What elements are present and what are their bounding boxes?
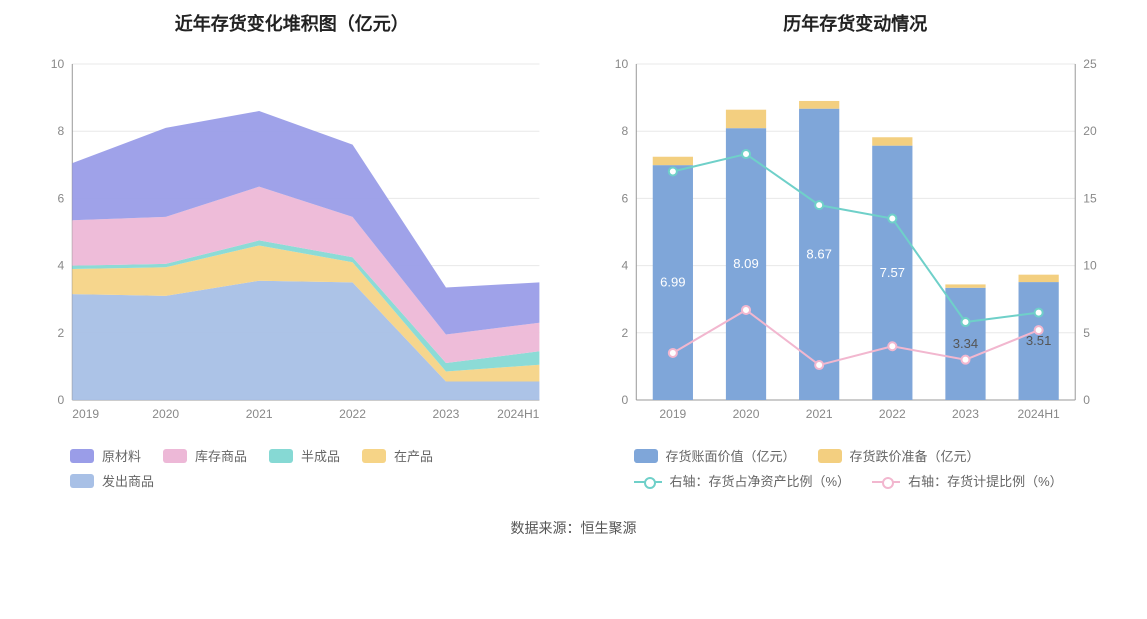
svg-text:8.09: 8.09 (733, 256, 758, 271)
legend-swatch (163, 449, 187, 463)
legend-label: 在产品 (394, 446, 433, 465)
legend-label: 库存商品 (195, 446, 247, 465)
legend-item: 半成品 (269, 446, 340, 465)
legend-label: 发出商品 (102, 471, 154, 490)
svg-text:2020: 2020 (732, 407, 759, 421)
legend-item: 存货账面价值（亿元） (634, 446, 796, 465)
legend-swatch (818, 449, 842, 463)
legend-item: 右轴：存货计提比例（%） (872, 471, 1063, 490)
svg-text:2020: 2020 (152, 407, 179, 421)
svg-text:2: 2 (621, 326, 628, 340)
legend-swatch (634, 449, 658, 463)
svg-text:3.51: 3.51 (1025, 333, 1050, 348)
svg-text:2024H1: 2024H1 (497, 407, 540, 421)
legend-item: 发出商品 (70, 471, 154, 490)
svg-text:8: 8 (621, 124, 628, 138)
right-legend: 存货账面价值（亿元） 存货跌价准备（亿元） 右轴：存货占净资产比例（%） 右轴：存货计… (594, 430, 1118, 490)
right-panel: 历年存货变动情况 0 2 4 6 8 10 0 5 10 15 20 25 6.99 8.09 8.67 7.… (594, 10, 1118, 490)
legend-item: 在产品 (362, 446, 433, 465)
svg-text:2023: 2023 (433, 407, 460, 421)
left-chart: 0 2 4 6 8 10 2019 2020 2021 2022 2023 2024H1 (30, 50, 554, 430)
legend-label: 右轴：存货计提比例（%） (908, 471, 1063, 490)
legend-item: 原材料 (70, 446, 141, 465)
right-chart: 0 2 4 6 8 10 0 5 10 15 20 25 6.99 8.09 8.67 7.57 3.34 3.5… (594, 50, 1118, 430)
svg-text:4: 4 (58, 259, 65, 273)
legend-label: 存货跌价准备（亿元） (850, 446, 980, 465)
legend-swatch (362, 449, 386, 463)
svg-text:8: 8 (58, 124, 65, 138)
left-chart-title: 近年存货变化堆积图（亿元） (175, 10, 409, 36)
svg-text:6.99: 6.99 (660, 275, 685, 290)
svg-text:2021: 2021 (805, 407, 832, 421)
svg-text:7.57: 7.57 (879, 265, 904, 280)
svg-text:4: 4 (621, 259, 628, 273)
legend-item: 右轴：存货占净资产比例（%） (634, 471, 851, 490)
legend-label: 存货账面价值（亿元） (666, 446, 796, 465)
svg-text:15: 15 (1083, 191, 1097, 205)
legend-item: 库存商品 (163, 446, 247, 465)
svg-text:0: 0 (621, 393, 628, 407)
legend-label: 右轴：存货占净资产比例（%） (670, 471, 851, 490)
left-panel: 近年存货变化堆积图（亿元） 0 2 4 6 8 10 2019 2020 2021 2022 202… (30, 10, 554, 490)
legend-label: 原材料 (102, 446, 141, 465)
svg-text:10: 10 (1083, 259, 1097, 273)
right-chart-title: 历年存货变动情况 (783, 10, 927, 36)
legend-item: 存货跌价准备（亿元） (818, 446, 980, 465)
svg-text:3.34: 3.34 (952, 336, 977, 351)
svg-text:2: 2 (58, 326, 65, 340)
svg-text:20: 20 (1083, 124, 1097, 138)
svg-text:2022: 2022 (878, 407, 905, 421)
svg-text:8.67: 8.67 (806, 246, 831, 261)
legend-swatch (269, 449, 293, 463)
svg-text:10: 10 (614, 57, 628, 71)
svg-text:2019: 2019 (72, 407, 99, 421)
svg-text:2023: 2023 (952, 407, 979, 421)
svg-text:10: 10 (51, 57, 65, 71)
svg-text:5: 5 (1083, 326, 1090, 340)
legend-label: 半成品 (301, 446, 340, 465)
svg-text:25: 25 (1083, 57, 1097, 71)
legend-line-marker (872, 474, 900, 488)
svg-text:0: 0 (1083, 393, 1090, 407)
svg-text:2019: 2019 (659, 407, 686, 421)
svg-text:2022: 2022 (339, 407, 366, 421)
svg-text:2021: 2021 (246, 407, 273, 421)
svg-text:0: 0 (58, 393, 65, 407)
svg-text:2024H1: 2024H1 (1017, 407, 1060, 421)
svg-text:6: 6 (621, 191, 628, 205)
left-legend: 原材料 库存商品 半成品 在产品发出商品 (30, 430, 554, 490)
legend-swatch (70, 474, 94, 488)
svg-text:6: 6 (58, 191, 65, 205)
legend-line-marker (634, 474, 662, 488)
data-source-label: 数据来源：恒生聚源 (0, 518, 1147, 538)
legend-swatch (70, 449, 94, 463)
